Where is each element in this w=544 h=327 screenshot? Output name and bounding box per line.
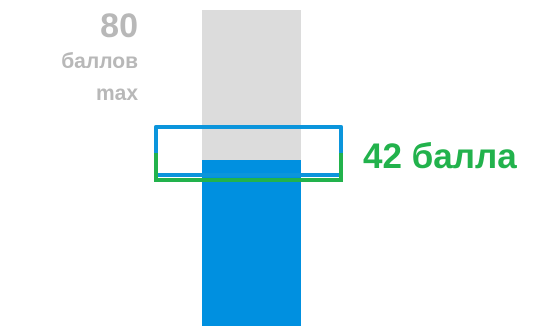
score-bar-fill <box>202 160 301 326</box>
score-label: 42 балла <box>363 137 517 176</box>
threshold-highlight-blue <box>154 125 343 177</box>
threshold-highlight-green <box>154 153 343 182</box>
max-score-unit: баллов <box>61 50 138 73</box>
score-bar <box>202 10 301 326</box>
max-score-number: 80 <box>100 7 138 45</box>
max-score-suffix: max <box>95 82 138 105</box>
